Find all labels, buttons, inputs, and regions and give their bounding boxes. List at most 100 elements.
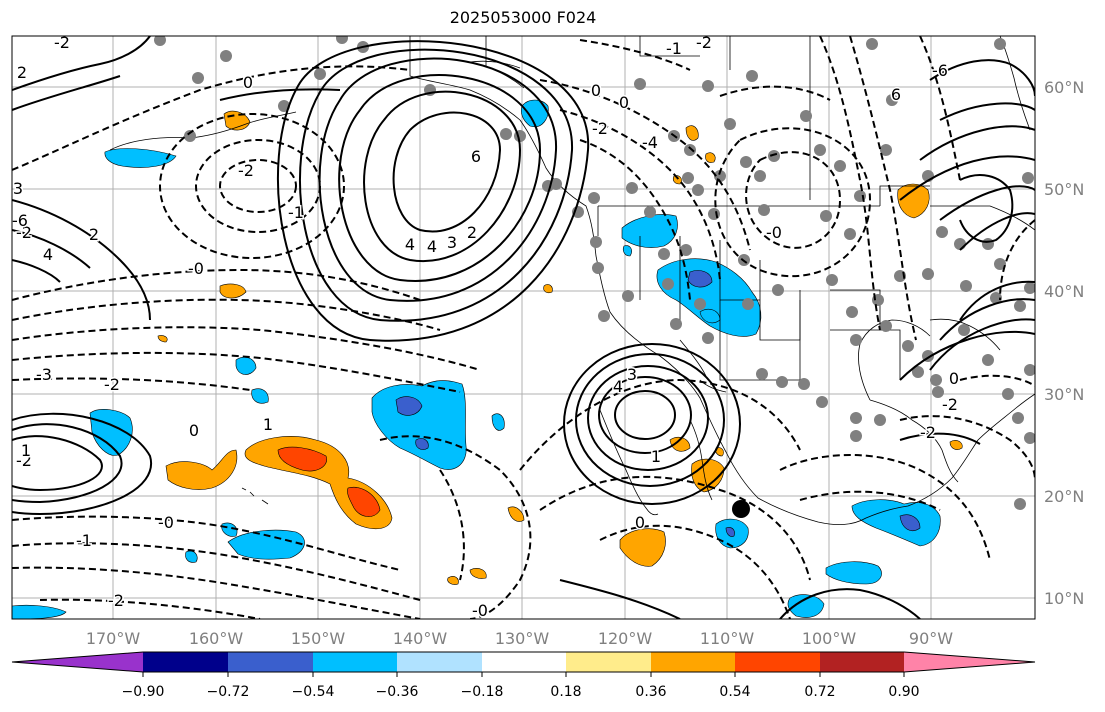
colorbar-segment [12, 652, 143, 672]
map-frame [11, 35, 1036, 620]
colorbar-segment [566, 652, 651, 672]
contour-label: 4 [405, 235, 415, 254]
positive-contours [12, 36, 1035, 619]
shade-region [277, 446, 327, 472]
contour-label: -1 [288, 203, 304, 222]
shade-region [543, 284, 553, 294]
lon-label: 170°W [86, 629, 141, 648]
contour-label: -0 [158, 513, 174, 532]
lon-label: 140°W [393, 629, 448, 648]
colorbar-tick-label: −0.18 [461, 684, 504, 700]
shade-region [669, 436, 691, 452]
contour-label: -2 [104, 375, 120, 394]
shade-region [347, 486, 381, 517]
contour-label: 3 [627, 365, 637, 384]
contour-label: 1 [651, 447, 661, 466]
contour-label: -4 [642, 133, 658, 152]
contour-label: 1 [263, 415, 273, 434]
colorbar-segment [904, 652, 1035, 672]
contour-label: 2 [467, 223, 477, 242]
contour-label: 2 [17, 63, 27, 82]
map-plot-area: 2 -2 -2 0 -1 -3 -2 1 0 -0 -1 -2 4 6 4 3 … [12, 33, 1035, 620]
lat-label: 60°N [1044, 78, 1084, 97]
contour-label: -0 [188, 259, 204, 278]
colorbar-segment [228, 652, 313, 672]
shade-region [104, 148, 177, 168]
shade-region [619, 528, 666, 567]
contour-label: 4 [427, 237, 437, 256]
contour-label: -2 [592, 119, 608, 138]
shade-region [825, 561, 882, 585]
colorbar-tick-label: 0.72 [804, 684, 835, 700]
shade-region [371, 380, 467, 470]
contour-label: -2 [108, 591, 124, 610]
shade-region [395, 396, 423, 416]
colorbar-tick-label: 0.90 [888, 684, 919, 700]
contour-label: 3 [447, 233, 457, 252]
contour-label: -2 [238, 161, 254, 180]
shade-region [447, 576, 459, 585]
shade-region [656, 258, 762, 337]
contour-label: -2 [920, 423, 936, 442]
colorbar-segment [313, 652, 397, 672]
shade-region [899, 514, 921, 531]
contour-label: 0 [591, 81, 601, 100]
lon-label: 110°W [700, 629, 755, 648]
lon-label: 160°W [189, 629, 244, 648]
contour-labels: 2 -2 -2 0 -1 -3 -2 1 0 -0 -1 -2 4 6 4 3 … [12, 33, 961, 620]
lat-label: 30°N [1044, 385, 1084, 404]
colorbar-segment [651, 652, 735, 672]
shade-region [622, 245, 632, 257]
colorbar-segment [482, 652, 566, 672]
contour-label: -2 [54, 33, 70, 52]
contour-label: 0 [189, 421, 199, 440]
contour-label: -2 [16, 223, 32, 242]
contour-label: 2 [89, 225, 99, 244]
shade-region [491, 413, 505, 431]
shade-region [520, 99, 549, 128]
map-title: 2025053000 F024 [449, 8, 597, 27]
contour-label: -0 [766, 223, 782, 242]
contour-label: -2 [16, 451, 32, 470]
colorbar-tick-label: 0.18 [550, 684, 581, 700]
contour-label: -2 [942, 395, 958, 414]
shade-region [687, 270, 713, 288]
shade-region [157, 335, 168, 343]
shade-region [415, 438, 429, 450]
contour-label: 6 [471, 147, 481, 166]
contour-label: -0 [472, 601, 488, 620]
shade-region [705, 152, 716, 163]
contour-label: 0 [635, 513, 645, 532]
contour-label: 1 [21, 441, 31, 460]
contour-label: 6 [891, 85, 901, 104]
shade-region [251, 388, 269, 404]
shade-region [507, 506, 525, 522]
lon-label: 130°W [495, 629, 550, 648]
colorbar-tick-label: −0.90 [122, 684, 165, 700]
contour-label: 3 [13, 179, 23, 198]
colorbar-segment [143, 652, 228, 672]
colorbar-tick-label: −0.72 [207, 684, 250, 700]
contour-label: 4 [43, 245, 53, 264]
contour-label: -3 [36, 365, 52, 384]
shading-layer [12, 99, 963, 619]
shade-region [685, 125, 699, 141]
lat-label: 40°N [1044, 282, 1084, 301]
shade-region [672, 175, 682, 185]
lon-label: 120°W [598, 629, 653, 648]
shade-region [227, 529, 305, 560]
contour-label: -1 [76, 531, 92, 550]
location-marker [732, 500, 750, 518]
contour-label: -1 [666, 39, 682, 58]
colorbar-segment [397, 652, 482, 672]
shade-region [851, 499, 941, 547]
shade-region [725, 527, 735, 537]
colorbar: −0.90 −0.72 −0.54 −0.36 −0.18 0.18 0.36 … [11, 651, 1036, 700]
shade-region [787, 594, 825, 618]
contour-label: -6 [12, 211, 28, 230]
lon-label: 100°W [802, 629, 857, 648]
colorbar-tick-label: 0.36 [635, 684, 666, 700]
shade-region [949, 440, 963, 450]
lat-label: 10°N [1044, 589, 1084, 608]
